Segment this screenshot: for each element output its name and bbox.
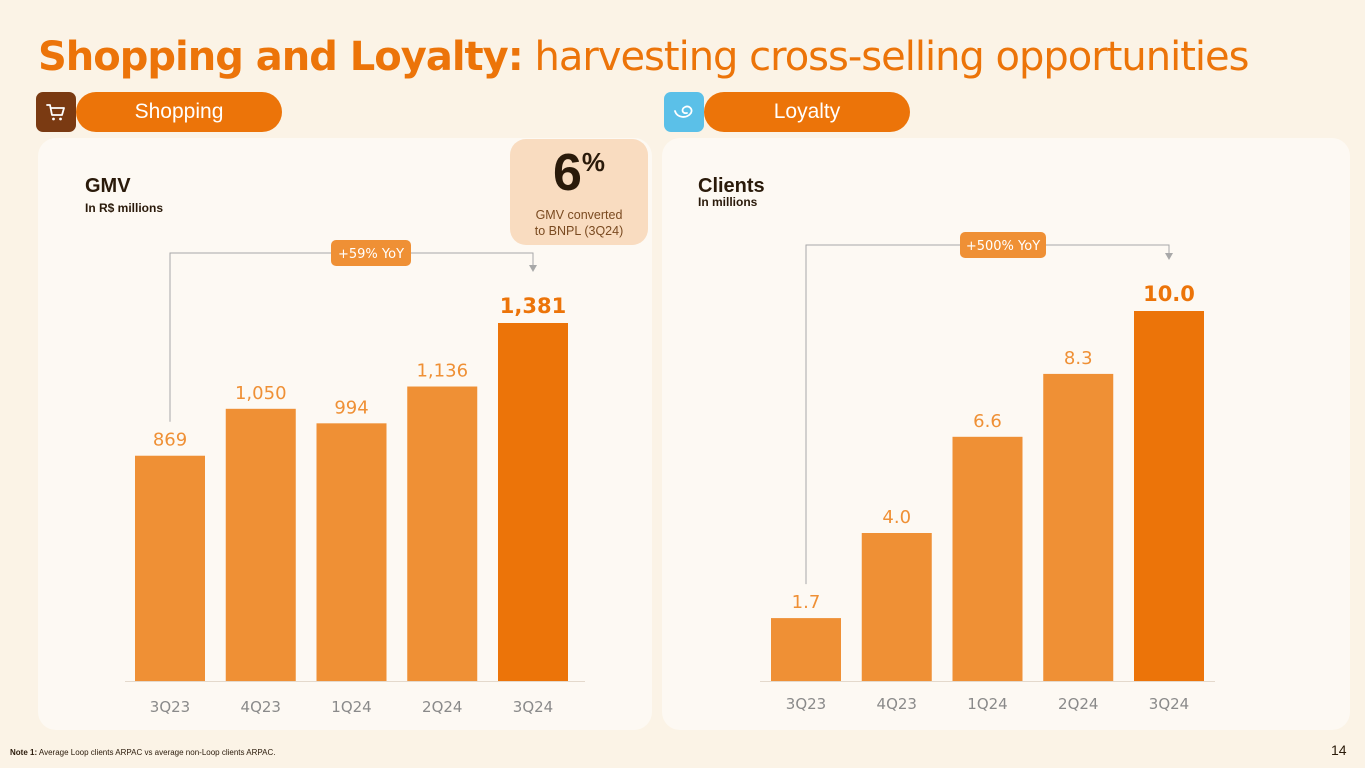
clients-chart-subtitle: In millions <box>698 195 758 209</box>
clients-data-label: 10.0 <box>1143 282 1195 306</box>
clients-yoy-arrowhead <box>1165 253 1173 260</box>
clients-chart-title: Clients <box>698 175 765 197</box>
bnpl-conversion-callout: 6% GMV converted to BNPL (3Q24) <box>510 139 648 245</box>
footnote-text: Average Loop clients ARPAC vs average no… <box>37 748 276 757</box>
loyalty-wave-icon <box>674 105 693 118</box>
clients-yoy-badge <box>960 232 1046 258</box>
clients-bar <box>1043 373 1114 681</box>
loyalty-section-icon-box <box>664 92 704 132</box>
clients-tick-label: 3Q24 <box>1149 695 1189 713</box>
gmv-tick-label: 2Q24 <box>422 698 462 716</box>
gmv-bar <box>316 423 387 681</box>
clients-tick-label: 4Q23 <box>877 695 917 713</box>
shopping-cart-icon <box>46 104 65 121</box>
gmv-bar <box>225 408 296 681</box>
gmv-bar <box>135 455 205 681</box>
clients-data-label: 8.3 <box>1064 348 1093 369</box>
title-bold: Shopping and Loyalty: <box>38 34 524 80</box>
clients-data-label: 1.7 <box>792 592 821 613</box>
shopping-section-icon-box <box>36 92 76 132</box>
clients-bar <box>952 436 1023 681</box>
clients-tick-label: 3Q23 <box>786 695 826 713</box>
gmv-data-label: 869 <box>153 430 187 451</box>
clients-tick-label: 2Q24 <box>1058 695 1098 713</box>
clients-data-label: 6.6 <box>973 411 1002 432</box>
gmv-tick-label: 4Q23 <box>241 698 281 716</box>
gmv-chart-title: GMV <box>85 175 131 197</box>
clients-data-label: 4.0 <box>882 507 911 528</box>
gmv-data-label: 994 <box>334 397 368 418</box>
clients-bar <box>771 618 841 681</box>
callout-value: 6% <box>510 143 648 203</box>
shopping-section-pill: Shopping <box>76 92 282 132</box>
callout-unit: % <box>581 147 606 177</box>
page-title: Shopping and Loyalty: harvesting cross-s… <box>38 34 1249 80</box>
footnote: Note 1: Average Loop clients ARPAC vs av… <box>10 748 275 757</box>
callout-line-2: to BNPL (3Q24) <box>534 224 624 238</box>
page-number: 14 <box>1331 742 1347 758</box>
callout-line-1: GMV converted <box>535 208 623 222</box>
gmv-bar <box>498 323 568 681</box>
callout-description: GMV converted to BNPL (3Q24) <box>510 207 648 239</box>
gmv-data-label: 1,050 <box>235 383 287 404</box>
title-rest: harvesting cross-selling opportunities <box>522 34 1249 80</box>
loyalty-section-label: Loyalty <box>773 100 841 123</box>
gmv-yoy-badge-text: +59% YoY <box>338 247 404 262</box>
gmv-tick-label: 3Q23 <box>150 698 190 716</box>
gmv-chart-subtitle: In R$ millions <box>85 201 164 215</box>
shopping-section-label: Shopping <box>134 100 224 123</box>
clients-bar <box>1134 311 1204 681</box>
gmv-data-label: 1,136 <box>416 361 468 382</box>
gmv-tick-label: 1Q24 <box>331 698 371 716</box>
gmv-bar <box>407 386 478 681</box>
clients-bar <box>861 533 932 681</box>
gmv-tick-label: 3Q24 <box>513 698 553 716</box>
gmv-yoy-badge <box>331 240 411 266</box>
callout-number: 6 <box>552 144 582 202</box>
footnote-label: Note 1: <box>10 748 38 757</box>
gmv-data-label: 1,381 <box>500 294 566 318</box>
gmv-yoy-arrowhead <box>529 265 537 272</box>
clients-tick-label: 1Q24 <box>967 695 1007 713</box>
clients-yoy-badge-text: +500% YoY <box>966 239 1040 254</box>
loyalty-section-pill: Loyalty <box>704 92 910 132</box>
